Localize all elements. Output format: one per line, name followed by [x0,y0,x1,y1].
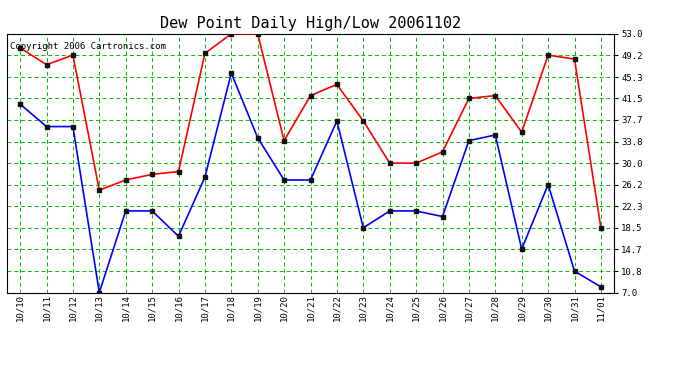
Text: Copyright 2006 Cartronics.com: Copyright 2006 Cartronics.com [10,42,166,51]
Title: Dew Point Daily High/Low 20061102: Dew Point Daily High/Low 20061102 [160,16,461,31]
